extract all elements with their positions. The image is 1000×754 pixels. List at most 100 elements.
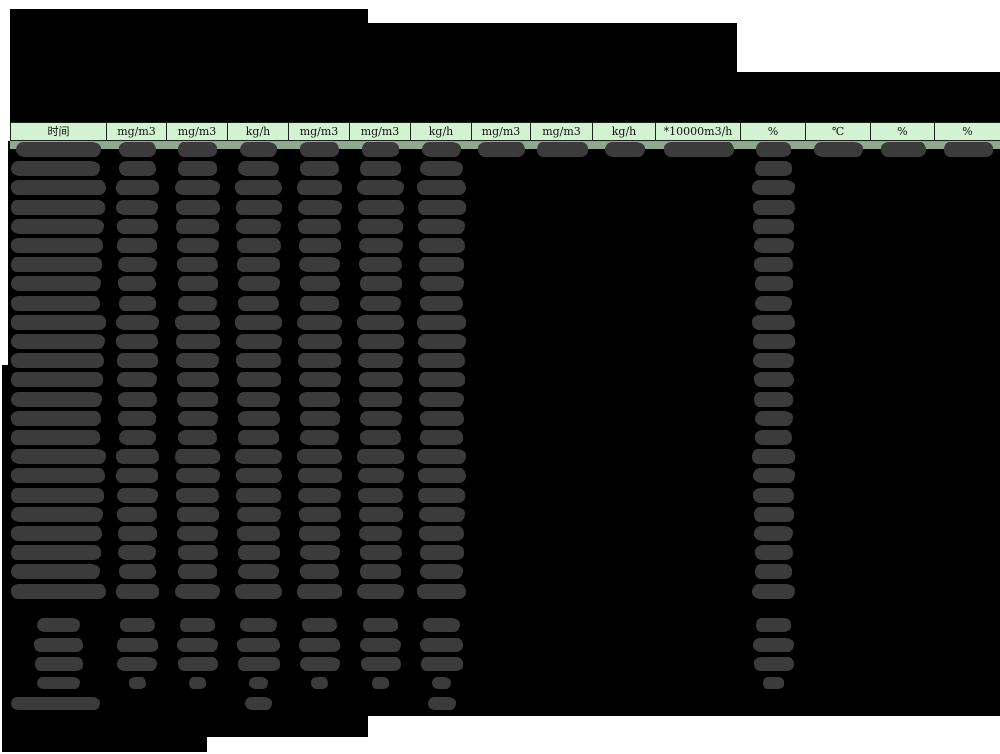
- summary-row-small-redacted-cell: [189, 676, 206, 689]
- data-row-redacted-cell: [359, 257, 402, 273]
- redacted-table-body: [8, 141, 1000, 716]
- data-row-redacted-cell: [176, 238, 219, 253]
- unit-header-cell-1[interactable]: mg/m3: [107, 122, 167, 141]
- data-row-redacted-cell: [419, 391, 464, 407]
- data-row-redacted-cell: [754, 410, 793, 426]
- redacted-column-header-area: [10, 72, 1000, 122]
- data-row-redacted-cell: [752, 334, 795, 349]
- data-row-redacted-cell: [118, 295, 156, 311]
- unit-header-cell-10[interactable]: *10000m3/h: [656, 122, 741, 141]
- data-row-redacted-cell: [235, 314, 282, 330]
- data-row-redacted-cell: [118, 564, 156, 580]
- summary-row-small-redacted-cell: [37, 676, 80, 689]
- summary-row-redacted-cell: [177, 637, 218, 652]
- unit-header-cell-5[interactable]: mg/m3: [350, 122, 411, 141]
- data-row-redacted-cell: [358, 353, 403, 369]
- data-row-redacted-cell: [357, 199, 404, 215]
- summary-row-redacted-cell: [363, 618, 398, 632]
- unit-header-cell-4[interactable]: mg/m3: [289, 122, 350, 141]
- data-row-redacted-cell: [177, 257, 218, 273]
- unit-header-cell-6[interactable]: kg/h: [411, 122, 472, 141]
- data-row-redacted-cell: [118, 430, 156, 445]
- data-row-redacted-cell: [298, 218, 341, 234]
- data-row-redacted-cell: [299, 276, 340, 292]
- data-row-redacted-cell: [755, 564, 792, 580]
- summary-row-small-redacted-cell: [372, 676, 389, 689]
- unit-header-cell-12[interactable]: ℃: [806, 122, 871, 141]
- data-row-redacted-cell: [417, 583, 466, 599]
- data-row-redacted-cell: [11, 257, 102, 273]
- summary-row-small-redacted-cell: [249, 676, 268, 689]
- data-row-redacted-cell: [238, 161, 279, 177]
- data-row-redacted-cell: [11, 334, 105, 349]
- summary-row-redacted-cell: [177, 657, 218, 671]
- data-row-redacted-cell: [177, 526, 218, 541]
- summary-row-redacted-cell: [34, 657, 83, 671]
- data-row-redacted-cell: [175, 334, 220, 349]
- data-row-redacted-cell: [752, 314, 795, 330]
- summary-row-redacted-cell: [116, 637, 158, 652]
- data-row-redacted-cell: [117, 526, 157, 541]
- data-row-redacted-cell: [298, 372, 341, 388]
- summary-row-redacted-cell: [180, 618, 215, 632]
- data-row-redacted-cell: [299, 545, 340, 561]
- data-row-redacted-cell: [176, 353, 219, 369]
- data-row-redacted-cell: [11, 564, 100, 580]
- data-row-redacted-cell: [297, 199, 342, 215]
- data-row-redacted-cell: [417, 199, 466, 215]
- unit-header-cell-13[interactable]: %: [871, 122, 935, 141]
- first-data-row-redacted-cell: [240, 142, 277, 157]
- data-row-redacted-cell: [419, 276, 464, 292]
- redacted-title-line-1: [10, 9, 368, 23]
- data-row-redacted-cell: [117, 506, 157, 522]
- unit-header-cell-7[interactable]: mg/m3: [472, 122, 531, 141]
- unit-header-cell-3[interactable]: kg/h: [228, 122, 289, 141]
- data-row-redacted-cell: [11, 391, 102, 407]
- data-row-redacted-cell: [11, 199, 105, 215]
- unit-header-row: 时间 mg/m3 mg/m3 kg/h mg/m3 mg/m3 kg/h mg/m3 mg/m3…: [10, 122, 1000, 141]
- data-row-redacted-cell: [235, 180, 282, 196]
- summary-row-redacted-cell: [299, 637, 340, 652]
- data-row-redacted-cell: [755, 430, 792, 445]
- unit-header-cell-11[interactable]: %: [741, 122, 806, 141]
- data-row-redacted-cell: [11, 218, 104, 234]
- data-row-redacted-cell: [300, 564, 339, 580]
- unit-header-cell-0[interactable]: 时间: [10, 122, 107, 141]
- data-row-redacted-cell: [417, 314, 466, 330]
- data-row-redacted-cell: [238, 564, 279, 580]
- data-row-redacted-cell: [11, 180, 106, 196]
- data-row-redacted-cell: [237, 391, 280, 407]
- data-row-redacted-cell: [11, 506, 103, 522]
- note-row-redacted-cell: [11, 697, 100, 710]
- data-row-redacted-cell: [360, 161, 401, 177]
- data-row-redacted-cell: [11, 410, 101, 426]
- summary-row-redacted-cell: [423, 618, 460, 632]
- data-row-redacted-cell: [115, 314, 159, 330]
- data-row-redacted-cell: [235, 334, 282, 349]
- first-data-row-redacted-cell: [478, 142, 525, 157]
- data-row-redacted-cell: [118, 410, 156, 426]
- data-row-redacted-cell: [176, 487, 219, 503]
- data-row-redacted-cell: [752, 449, 795, 465]
- unit-header-cell-2[interactable]: mg/m3: [167, 122, 228, 141]
- summary-row-redacted-cell: [420, 657, 463, 671]
- unit-header-cell-14[interactable]: %: [935, 122, 1000, 141]
- data-row-redacted-cell: [115, 449, 159, 465]
- data-row-redacted-cell: [116, 468, 158, 484]
- summary-row-small-redacted-cell: [432, 676, 451, 689]
- data-row-redacted-cell: [357, 583, 404, 599]
- data-row-redacted-cell: [298, 487, 341, 503]
- data-row-redacted-cell: [11, 583, 106, 599]
- data-row-redacted-cell: [116, 199, 158, 215]
- unit-header-cell-8[interactable]: mg/m3: [531, 122, 593, 141]
- data-row-redacted-cell: [418, 238, 465, 253]
- unit-header-cell-9[interactable]: kg/h: [593, 122, 656, 141]
- data-row-redacted-cell: [300, 430, 339, 445]
- summary-row-redacted-cell: [756, 618, 791, 632]
- summary-row-redacted-cell: [753, 637, 794, 652]
- summary-row-small-redacted-cell: [763, 676, 784, 689]
- data-row-redacted-cell: [235, 468, 282, 484]
- first-data-row-redacted-cell: [178, 142, 217, 157]
- data-row-redacted-cell: [11, 468, 105, 484]
